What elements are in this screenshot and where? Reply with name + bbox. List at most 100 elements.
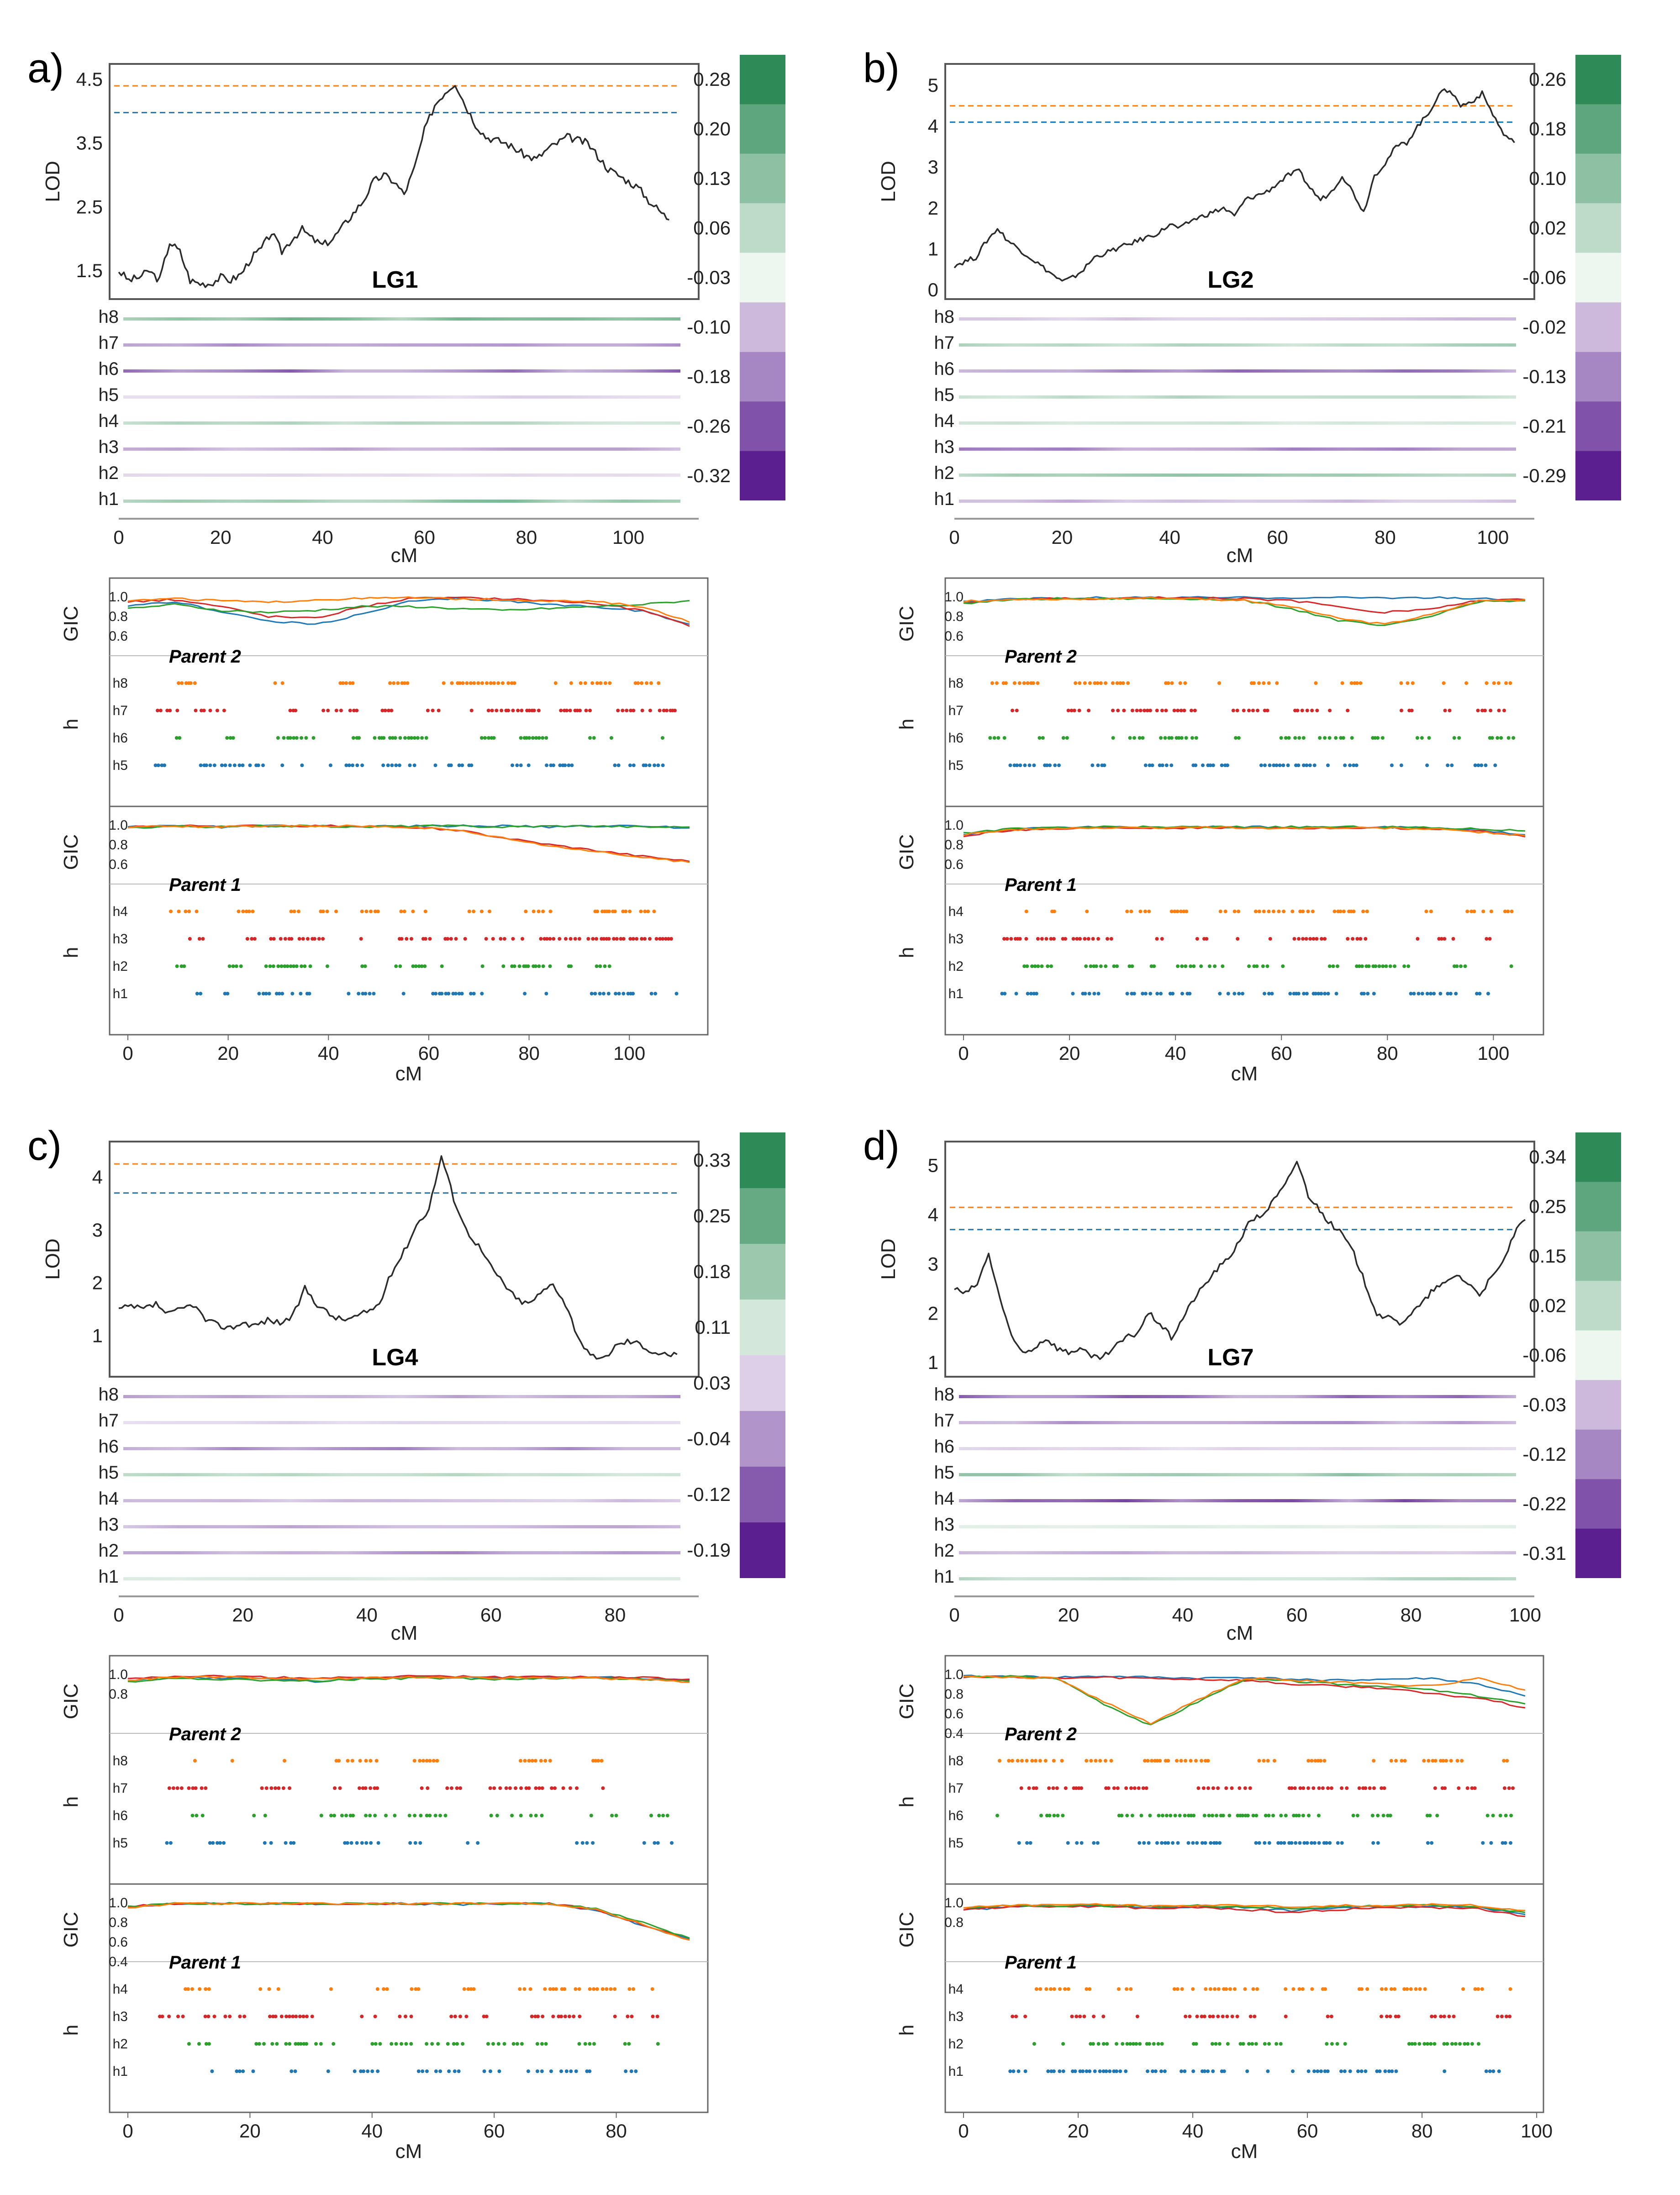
haplotype-dots bbox=[988, 736, 1516, 740]
haplotype-marker bbox=[394, 2042, 398, 2046]
haplotype-marker bbox=[1296, 992, 1301, 995]
haplotype-marker bbox=[1442, 681, 1446, 685]
haplotype-marker bbox=[1282, 910, 1285, 913]
haplotype-marker bbox=[1396, 2015, 1401, 2018]
haplotype-marker bbox=[592, 736, 596, 740]
haplotype-marker bbox=[1191, 1987, 1195, 1991]
haplotype-marker bbox=[1017, 1841, 1021, 1845]
haplotype-marker bbox=[570, 763, 574, 767]
haplotype-marker bbox=[523, 992, 527, 995]
panel-letter: a) bbox=[27, 46, 64, 91]
haplotype-marker bbox=[631, 992, 635, 995]
haplotype-marker bbox=[1466, 2042, 1470, 2046]
haplotype-marker bbox=[1326, 992, 1330, 995]
haplotype-marker bbox=[1075, 1841, 1079, 1845]
haplotype-marker bbox=[1036, 937, 1040, 941]
haplotype-marker bbox=[574, 2069, 578, 2073]
haplotype-marker bbox=[1027, 1786, 1031, 1790]
haplotype-row-label: h3 bbox=[113, 932, 128, 947]
haplotype-marker bbox=[625, 709, 629, 712]
effect-row-label: h2 bbox=[99, 1541, 119, 1561]
haplotype-marker bbox=[190, 1987, 194, 1991]
haplotype-marker bbox=[1143, 910, 1147, 913]
haplotype-marker bbox=[1422, 2042, 1427, 2046]
haplotype-marker bbox=[241, 763, 245, 767]
haplotype-marker bbox=[648, 709, 652, 712]
haplotype-marker bbox=[1489, 910, 1493, 913]
haplotype-marker bbox=[1096, 763, 1100, 767]
haplotype-marker bbox=[1033, 964, 1037, 968]
effect-x-tick: 20 bbox=[232, 1604, 253, 1626]
haplotype-marker bbox=[1473, 1786, 1477, 1790]
effect-x-tick: 80 bbox=[605, 1604, 626, 1626]
effect-row-bar bbox=[123, 1577, 680, 1580]
haplotype-marker bbox=[1317, 1786, 1321, 1790]
haplotype-marker bbox=[544, 2042, 548, 2046]
haplotype-marker bbox=[1343, 763, 1347, 767]
haplotype-marker bbox=[1354, 763, 1359, 767]
haplotype-marker bbox=[1279, 736, 1283, 740]
haplotype-marker bbox=[1192, 964, 1196, 968]
haplotype-marker bbox=[612, 937, 616, 941]
haplotype-marker bbox=[447, 992, 451, 995]
haplotype-marker bbox=[298, 2015, 302, 2018]
haplotype-marker bbox=[184, 1987, 188, 1991]
gic-series-orange bbox=[963, 826, 1526, 837]
haplotype-marker bbox=[1241, 1814, 1245, 1817]
haplotype-marker bbox=[1304, 937, 1308, 941]
haplotype-marker bbox=[416, 2069, 421, 2073]
lod-profile-line bbox=[118, 1155, 678, 1360]
haplotype-marker bbox=[1008, 2069, 1012, 2073]
haplotype-marker bbox=[540, 2042, 544, 2046]
haplotype-marker bbox=[1009, 937, 1013, 941]
haplotype-marker bbox=[169, 1841, 173, 1845]
haplotype-marker bbox=[1106, 1786, 1111, 1790]
haplotype-marker bbox=[360, 910, 364, 913]
haplotype-marker bbox=[432, 1759, 436, 1763]
haplotype-marker bbox=[578, 709, 582, 712]
haplotype-row-label: h5 bbox=[113, 758, 128, 773]
haplotype-dots bbox=[184, 1987, 654, 1991]
haplotype-marker bbox=[1080, 1841, 1084, 1845]
haplotype-marker bbox=[524, 910, 528, 913]
haplotype-marker bbox=[552, 763, 555, 767]
haplotype-marker bbox=[1340, 1786, 1344, 1790]
effect-row-bar bbox=[123, 395, 680, 399]
haplotype-marker bbox=[1025, 1841, 1029, 1845]
haplotype-marker bbox=[206, 2015, 211, 2018]
haplotype-marker bbox=[1188, 2015, 1192, 2018]
haplotype-marker bbox=[1262, 1759, 1266, 1763]
haplotype-marker bbox=[202, 709, 206, 712]
haplotype-marker bbox=[600, 1759, 604, 1763]
haplotype-marker bbox=[1394, 2069, 1398, 2073]
effect-x-label: cM bbox=[391, 544, 418, 567]
haplotype-marker bbox=[1297, 736, 1301, 740]
haplotype-marker bbox=[1364, 937, 1368, 941]
haplotype-marker bbox=[540, 1786, 544, 1790]
haplotype-marker bbox=[237, 763, 242, 767]
haplotype-marker bbox=[1352, 763, 1356, 767]
haplotype-marker bbox=[1194, 736, 1198, 740]
haplotype-marker bbox=[1465, 1786, 1469, 1790]
haplotype-marker bbox=[207, 1987, 211, 1991]
haplotype-marker bbox=[1307, 1814, 1311, 1817]
haplotype-marker bbox=[1351, 937, 1355, 941]
haplotype-marker bbox=[1120, 1814, 1124, 1817]
haplotype-marker bbox=[1502, 709, 1506, 712]
haplotype-marker bbox=[1027, 763, 1032, 767]
haplotype-marker bbox=[1256, 709, 1259, 712]
haplotype-marker bbox=[1508, 1987, 1512, 1991]
haplotype-marker bbox=[223, 992, 227, 995]
haplotype-marker bbox=[326, 709, 330, 712]
haplotype-marker bbox=[223, 2015, 227, 2018]
haplotype-marker bbox=[1186, 1814, 1190, 1817]
haplotype-marker bbox=[204, 1786, 208, 1790]
haplotype-marker bbox=[575, 1841, 579, 1845]
linkage-group-label: LG1 bbox=[372, 267, 418, 293]
haplotype-marker bbox=[1024, 910, 1028, 913]
haplotype-marker bbox=[235, 2069, 239, 2073]
effect-row-bar bbox=[123, 1525, 680, 1528]
haplotype-marker bbox=[1019, 1786, 1023, 1790]
haplotype-marker bbox=[1221, 964, 1225, 968]
haplotype-marker bbox=[1241, 2042, 1245, 2046]
